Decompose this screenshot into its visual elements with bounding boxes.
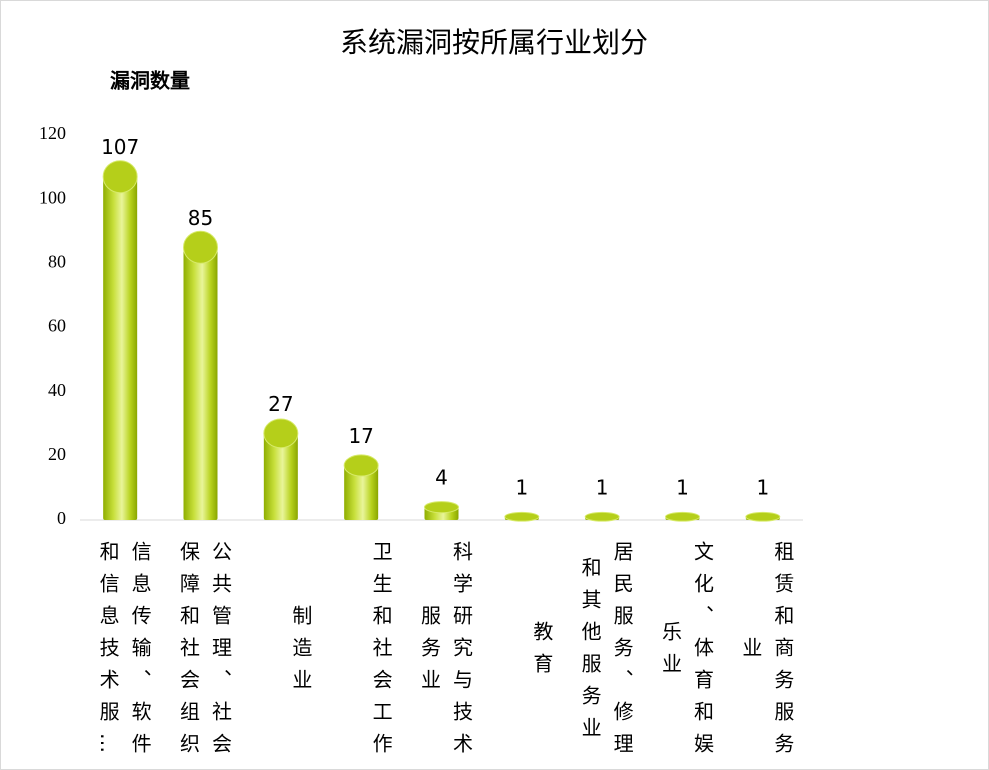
x-tick-label: 制造业 — [288, 605, 313, 701]
y-tick-label: 20 — [48, 444, 66, 464]
data-label: 1 — [515, 475, 528, 499]
bar-body — [263, 433, 298, 520]
bar-top — [183, 230, 218, 264]
bar-top — [745, 511, 781, 522]
bar-body — [103, 176, 138, 521]
bar — [745, 511, 781, 522]
data-label: 1 — [756, 475, 769, 499]
bar — [504, 511, 540, 522]
y-tick-label: 0 — [57, 508, 66, 528]
data-label: 27 — [268, 392, 293, 416]
bar-top — [263, 418, 299, 449]
bar — [424, 501, 459, 520]
bar-top — [343, 454, 379, 477]
bar-top — [584, 511, 620, 522]
y-tick-label: 80 — [48, 251, 66, 271]
x-tick-label: 教育 — [529, 621, 554, 685]
data-label: 85 — [188, 206, 213, 230]
data-label: 1 — [596, 475, 609, 499]
x-tick-label: 居民服务、修理和其他服务业 — [578, 541, 635, 765]
bar-top — [504, 511, 540, 522]
x-tick-label: 信息传输、软件和信息技术服… — [96, 541, 153, 765]
bar — [263, 418, 299, 520]
x-tick-label: 科学研究与技术服务业 — [417, 541, 474, 765]
bar — [584, 511, 620, 522]
y-tick-label: 40 — [48, 380, 66, 400]
x-tick-label: 文化、体育和娱乐业 — [658, 541, 715, 765]
y-tick-label: 100 — [39, 187, 66, 207]
data-label: 4 — [435, 466, 448, 490]
bar-body — [183, 247, 218, 520]
bar-top — [424, 501, 459, 514]
y-tick-label: 60 — [48, 316, 66, 336]
data-label: 1 — [676, 475, 689, 499]
x-tick-label: 卫生和社会工作 — [369, 541, 394, 765]
bar — [665, 511, 700, 522]
x-tick-label: 租赁和商务服务业 — [738, 541, 795, 765]
bar-body — [344, 465, 379, 520]
bar — [183, 230, 218, 520]
bar — [343, 454, 379, 520]
y-tick-label: 120 — [39, 123, 66, 143]
bar-top — [665, 511, 700, 522]
y-axis-title: 漏洞数量 — [110, 69, 190, 93]
bar — [102, 160, 138, 521]
chart-title: 系统漏洞按所属行业划分 — [340, 26, 648, 59]
x-tick-label: 公共管理、社会保障和社会组织 — [176, 541, 233, 765]
data-label: 107 — [101, 135, 139, 159]
bar-top — [102, 160, 138, 194]
data-label: 17 — [348, 424, 373, 448]
